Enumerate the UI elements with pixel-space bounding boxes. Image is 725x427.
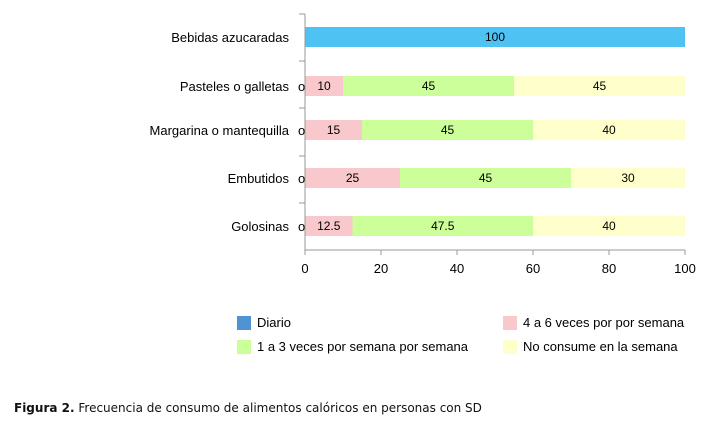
legend-label-diario: Diario	[257, 315, 291, 330]
x-tick-label: 60	[526, 261, 540, 276]
x-tick-label: 100	[674, 261, 696, 276]
legend-swatch-4-6	[503, 315, 517, 330]
data-label: 45	[479, 171, 493, 185]
legend-item-diario: Diario	[237, 315, 291, 330]
legend-swatch-no-consume	[503, 339, 517, 354]
bar-segment	[305, 216, 353, 236]
bar-segment	[352, 216, 533, 236]
legend-item-4-6: 4 a 6 veces por por semana	[503, 315, 684, 330]
legend-label-no-consume: No consume en la semana	[523, 339, 678, 354]
data-label: 40	[602, 123, 616, 137]
data-label: 100	[485, 30, 505, 44]
legend-label-1-3: 1 a 3 veces por semana por semana	[257, 339, 469, 354]
x-tick-label: 20	[374, 261, 388, 276]
legend-label-4-6: 4 a 6 veces por por semana	[523, 315, 685, 330]
bar-segment	[305, 120, 362, 140]
legend-swatch-diario	[237, 315, 251, 330]
bar-segment	[362, 120, 533, 140]
category-suffix: o	[298, 171, 305, 186]
bar-segment	[305, 27, 685, 47]
data-label: 45	[441, 123, 455, 137]
data-label: 40	[602, 219, 616, 233]
figure-caption-text: Frecuencia de consumo de alimentos calór…	[78, 401, 482, 415]
x-tick-label: 0	[301, 261, 308, 276]
bar-segment	[571, 168, 685, 188]
bar-segment	[400, 168, 571, 188]
data-label: 25	[346, 171, 360, 185]
figure-caption-label: Figura 2.	[14, 401, 75, 415]
data-label: 47.5	[431, 219, 455, 233]
legend-item-1-3: 1 a 3 veces por semana por semana	[237, 339, 468, 354]
bar-segment	[533, 120, 685, 140]
legend-item-no-consume: No consume en la semana	[503, 339, 678, 354]
legend-swatch-1-3	[237, 339, 251, 354]
category-label: Margarina o mantequilla	[150, 123, 290, 138]
data-label: 30	[621, 171, 635, 185]
bar-segment	[533, 216, 685, 236]
category-label: Golosinas	[231, 219, 289, 234]
category-label: Pasteles o galletas	[180, 79, 290, 94]
category-label: Bebidas azucaradas	[171, 30, 289, 45]
data-label: 45	[422, 79, 436, 93]
bar-segment	[343, 76, 514, 96]
category-suffix: o	[298, 123, 305, 138]
data-label: 15	[327, 123, 341, 137]
bar-segment	[514, 76, 685, 96]
x-tick-label: 80	[602, 261, 616, 276]
category-label: Embutidos	[228, 171, 290, 186]
data-label: 12.5	[317, 219, 341, 233]
category-suffix: o	[298, 219, 305, 234]
data-label: 10	[317, 79, 331, 93]
stacked-bar-chart: 100 Bebidas azucaradas 10 45 45 Pasteles o ga…	[150, 13, 696, 276]
bar-segment	[305, 168, 400, 188]
x-tick-label: 40	[450, 261, 464, 276]
category-suffix: o	[298, 79, 305, 94]
figure-caption: Figura 2. Frecuencia de consumo de alime…	[14, 401, 482, 415]
data-label: 45	[593, 79, 607, 93]
bar-segment	[305, 76, 343, 96]
